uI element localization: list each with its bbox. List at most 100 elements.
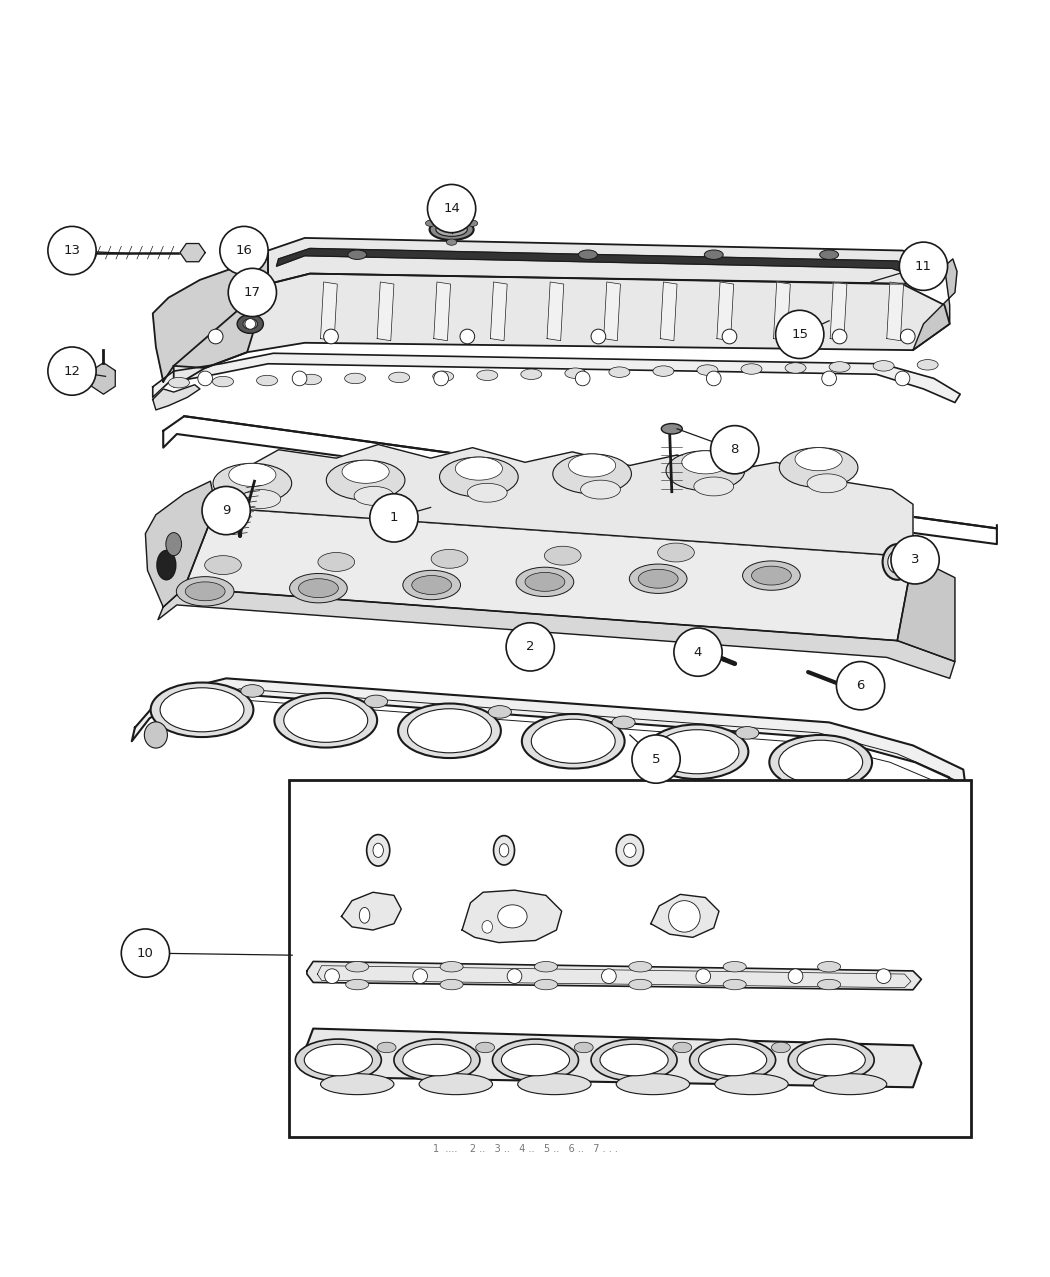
Circle shape [822,372,837,386]
Ellipse shape [666,451,744,490]
Ellipse shape [160,688,244,732]
Ellipse shape [568,453,615,478]
Circle shape [122,928,169,977]
Text: 16: 16 [235,244,252,257]
Ellipse shape [212,377,233,387]
Ellipse shape [327,460,405,501]
Text: 11: 11 [915,259,932,273]
Circle shape [776,310,824,359]
Ellipse shape [477,370,498,381]
Ellipse shape [534,979,558,990]
Polygon shape [152,354,960,402]
Circle shape [370,494,418,541]
Ellipse shape [364,695,387,707]
Ellipse shape [500,844,509,857]
Ellipse shape [436,222,467,236]
Ellipse shape [579,250,597,259]
Ellipse shape [377,1042,396,1052]
Ellipse shape [467,220,478,226]
Ellipse shape [789,1039,875,1082]
Ellipse shape [807,474,847,493]
Ellipse shape [229,464,276,487]
Ellipse shape [531,719,615,764]
Circle shape [891,536,939,584]
Polygon shape [145,481,215,607]
Polygon shape [238,255,264,271]
Polygon shape [462,890,562,942]
Ellipse shape [433,372,454,382]
Ellipse shape [517,567,573,596]
Polygon shape [604,282,621,341]
Circle shape [901,329,916,344]
Circle shape [837,661,885,710]
Polygon shape [307,1028,922,1087]
Ellipse shape [150,682,253,737]
Bar [289,780,970,1137]
Circle shape [674,628,722,677]
Ellipse shape [698,1045,766,1075]
Circle shape [506,623,554,670]
Ellipse shape [779,741,863,784]
Polygon shape [320,282,337,341]
Ellipse shape [373,843,383,857]
Ellipse shape [723,962,747,972]
Circle shape [707,372,721,386]
Circle shape [202,487,250,535]
Circle shape [323,329,338,344]
Polygon shape [152,384,200,410]
Ellipse shape [662,424,682,434]
Polygon shape [91,363,116,395]
Circle shape [591,329,606,344]
Circle shape [896,372,910,386]
Ellipse shape [354,487,394,506]
Text: 12: 12 [63,365,81,378]
Polygon shape [163,416,996,544]
Text: 9: 9 [222,504,230,517]
Circle shape [245,319,255,329]
Ellipse shape [624,843,636,857]
Ellipse shape [320,1074,394,1094]
Ellipse shape [814,1074,887,1094]
Circle shape [434,372,448,386]
Ellipse shape [366,835,390,866]
Ellipse shape [407,709,491,753]
Text: 13: 13 [63,244,81,257]
Text: 1  ....    2 ..   3 ..   4 ..   5 ..   6 ..   7 . . .: 1 .... 2 .. 3 .. 4 .. 5 .. 6 .. 7 . . . [433,1144,617,1154]
Ellipse shape [205,555,242,575]
Circle shape [48,347,97,395]
Circle shape [722,329,737,344]
Ellipse shape [300,374,321,384]
Ellipse shape [797,1045,865,1075]
Ellipse shape [446,239,457,245]
Circle shape [877,969,891,983]
Ellipse shape [432,549,468,568]
Ellipse shape [518,1074,591,1094]
Ellipse shape [581,480,621,499]
Ellipse shape [690,1039,776,1082]
Circle shape [48,226,97,275]
Text: 1: 1 [390,511,398,525]
Circle shape [197,372,212,386]
Circle shape [208,329,223,344]
Ellipse shape [290,573,348,603]
Polygon shape [180,244,205,262]
Ellipse shape [629,979,652,990]
Ellipse shape [344,373,365,383]
Ellipse shape [742,561,800,590]
Polygon shape [307,962,922,990]
Circle shape [711,425,759,474]
Ellipse shape [318,553,355,571]
Ellipse shape [523,626,533,641]
Circle shape [427,184,476,232]
Ellipse shape [600,1045,668,1075]
Text: 4: 4 [694,646,702,659]
Ellipse shape [918,360,938,370]
Ellipse shape [498,905,527,928]
Polygon shape [547,282,564,341]
Ellipse shape [398,704,501,759]
Polygon shape [158,589,954,678]
Ellipse shape [488,706,511,718]
Ellipse shape [348,250,366,259]
Ellipse shape [612,716,635,729]
Ellipse shape [697,365,718,375]
